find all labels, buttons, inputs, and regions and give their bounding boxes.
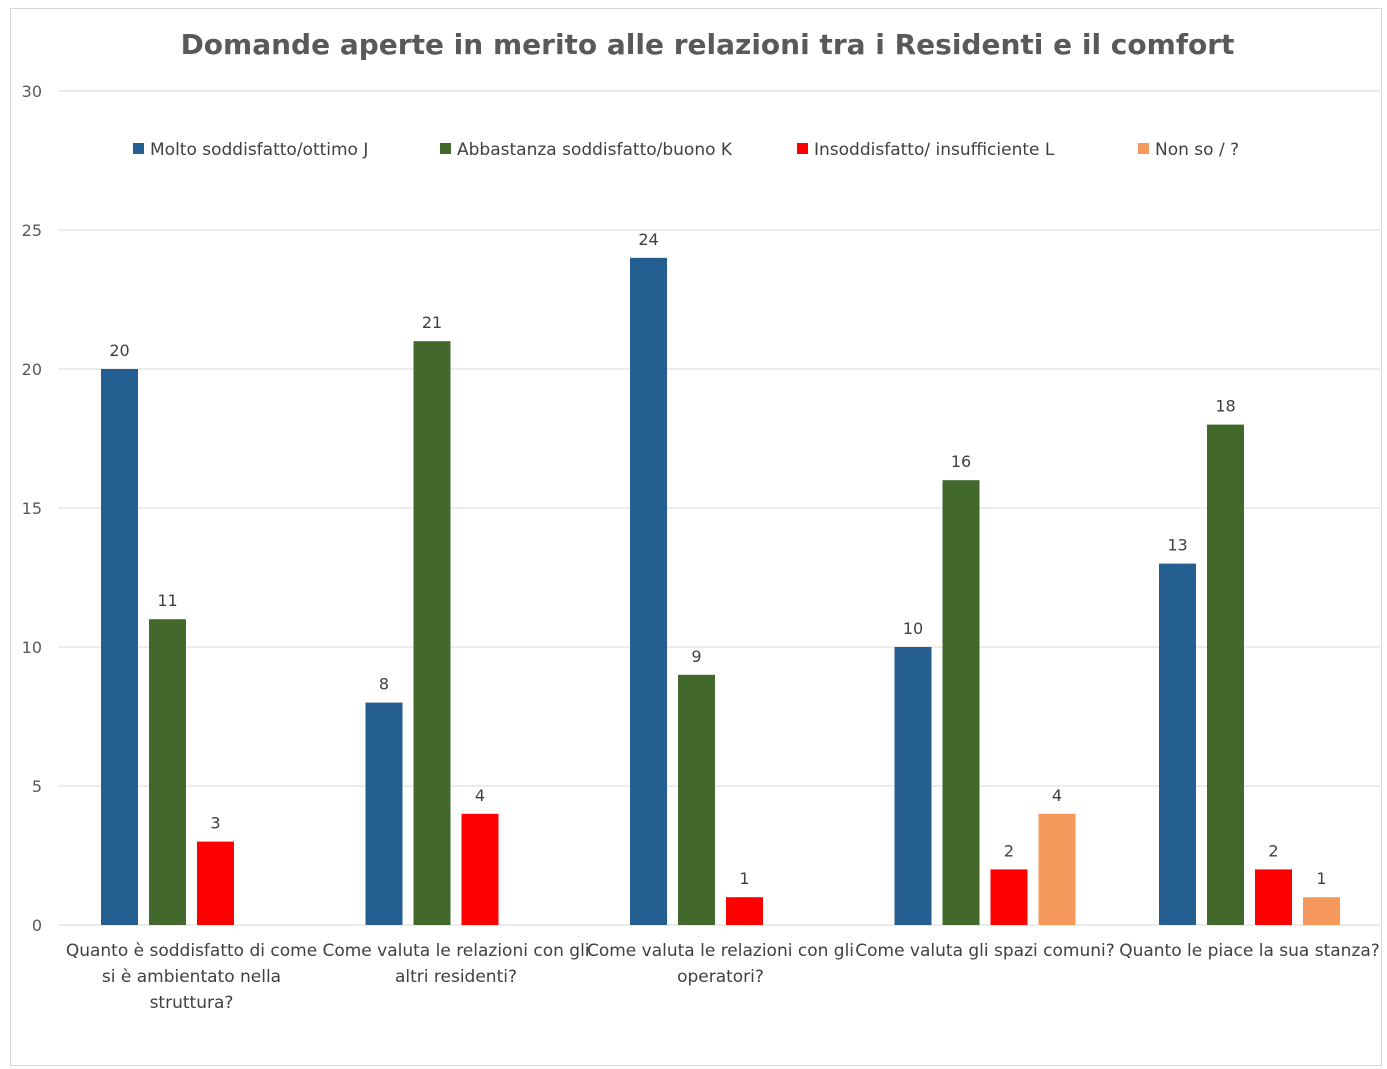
legend-swatch bbox=[133, 143, 144, 154]
data-label: 20 bbox=[109, 341, 129, 360]
data-label: 2 bbox=[1004, 841, 1014, 860]
bar bbox=[365, 702, 403, 925]
bar bbox=[630, 257, 667, 925]
legend-item: Non so / ? bbox=[1138, 140, 1239, 160]
data-label: 11 bbox=[157, 591, 177, 610]
category-label: Come valuta gli spazi comuni? bbox=[855, 941, 1115, 961]
data-label: 9 bbox=[691, 647, 701, 666]
data-label: 8 bbox=[379, 675, 389, 694]
legend-swatch bbox=[797, 143, 808, 154]
legend-item: Insoddisfatto/ insufficiente L bbox=[797, 140, 1054, 160]
legend-swatch bbox=[440, 143, 451, 154]
bar bbox=[894, 647, 932, 925]
data-label: 21 bbox=[422, 313, 442, 332]
bar bbox=[413, 341, 451, 925]
bar bbox=[1159, 563, 1196, 925]
data-label: 4 bbox=[1052, 786, 1062, 805]
bar bbox=[726, 897, 763, 925]
legend-swatch bbox=[1138, 143, 1149, 154]
y-tick-label: 5 bbox=[32, 777, 42, 796]
category-label: Come valuta le relazioni con gli operato… bbox=[586, 941, 855, 987]
data-label: 16 bbox=[951, 452, 971, 471]
legend-item: Molto soddisfatto/ottimo J bbox=[133, 140, 368, 160]
bar bbox=[942, 480, 980, 925]
data-label: 4 bbox=[475, 786, 485, 805]
bar bbox=[197, 841, 234, 925]
bar bbox=[1255, 869, 1292, 925]
category-label: Quanto le piace la sua stanza? bbox=[1119, 941, 1380, 961]
bar bbox=[101, 369, 138, 925]
bar bbox=[1303, 897, 1340, 925]
bar bbox=[461, 813, 499, 925]
data-label: 1 bbox=[1316, 869, 1326, 888]
y-tick-label: 10 bbox=[22, 638, 42, 657]
data-label: 1 bbox=[739, 869, 749, 888]
category-label: Come valuta le relazioni con gli altri r… bbox=[322, 941, 590, 987]
bar bbox=[990, 869, 1028, 925]
y-tick-label: 15 bbox=[22, 499, 42, 518]
chart-title: Domande aperte in merito alle relazioni … bbox=[180, 28, 1235, 61]
data-label: 2 bbox=[1268, 841, 1278, 860]
data-label: 10 bbox=[903, 619, 923, 638]
data-label: 24 bbox=[638, 230, 658, 249]
legend-label: Insoddisfatto/ insufficiente L bbox=[814, 140, 1055, 160]
data-label: 3 bbox=[210, 814, 220, 833]
bar bbox=[1207, 424, 1244, 925]
legend-item: Abbastanza soddisfatto/buono K bbox=[440, 140, 732, 160]
y-tick-label: 0 bbox=[32, 916, 42, 935]
legend-label: Non so / ? bbox=[1155, 140, 1240, 160]
y-tick-label: 20 bbox=[22, 360, 42, 379]
bar bbox=[1038, 813, 1076, 925]
bar bbox=[149, 619, 186, 925]
data-label: 18 bbox=[1215, 397, 1235, 416]
legend-label: Abbastanza soddisfatto/buono K bbox=[457, 140, 733, 160]
bar bbox=[678, 674, 715, 925]
category-label: Quanto è soddisfatto di come si è ambien… bbox=[65, 941, 318, 1013]
y-tick-label: 30 bbox=[22, 82, 42, 101]
data-label: 13 bbox=[1167, 536, 1187, 555]
y-tick-label: 25 bbox=[22, 221, 42, 240]
legend-label: Molto soddisfatto/ottimo J bbox=[150, 140, 369, 160]
